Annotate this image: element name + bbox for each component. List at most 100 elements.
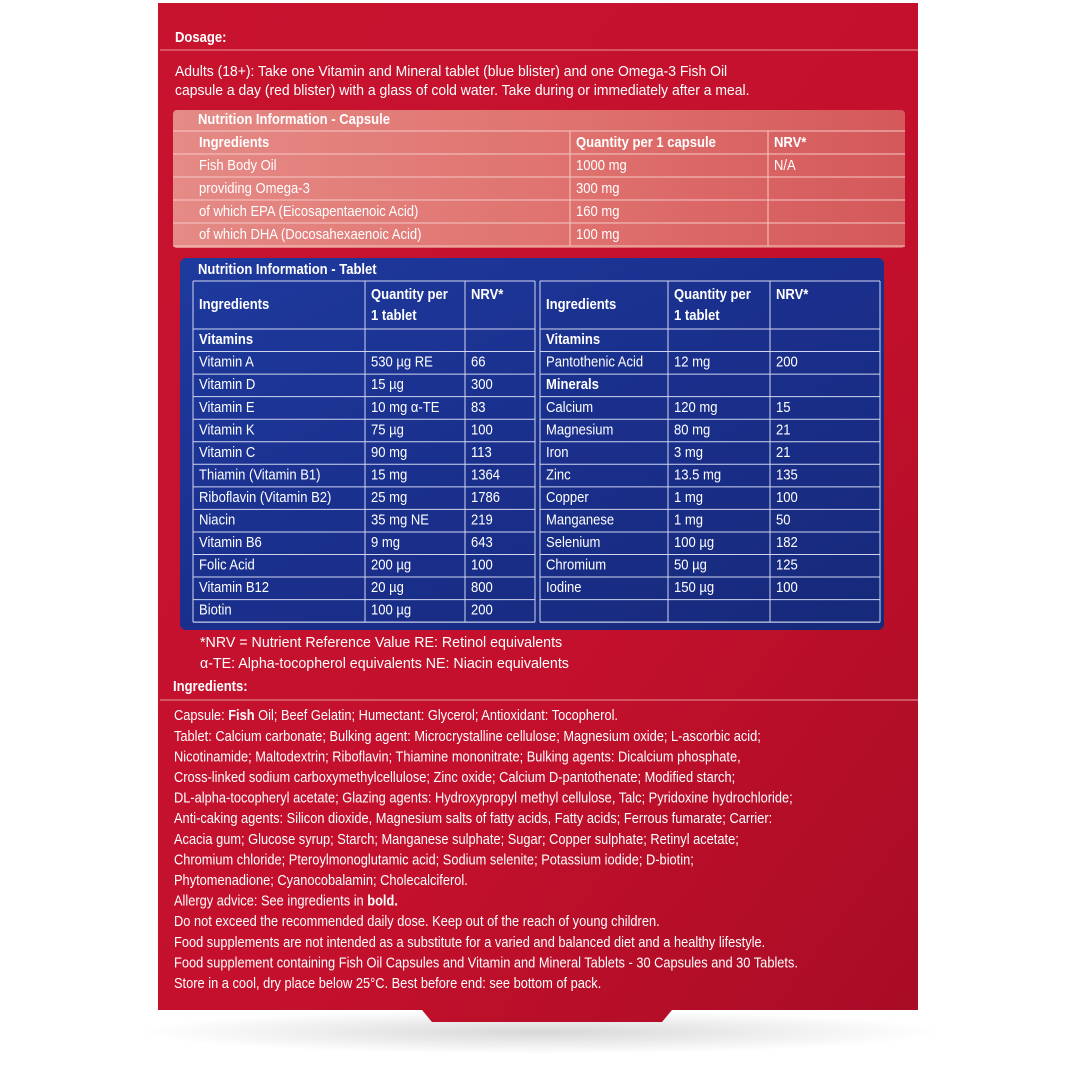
footnote: *NRV = Nutrient Reference Value RE: Reti… (200, 635, 562, 651)
dosage-text: Adults (18+): Take one Vitamin and Miner… (175, 64, 727, 81)
ingredients-text: Cross-linked sodium carboxymethylcellulo… (174, 769, 735, 785)
table-cell: 200 (776, 354, 798, 370)
column-header: 1 tablet (371, 307, 417, 323)
ingredients-text: Nicotinamide; Maltodextrin; Riboflavin; … (174, 748, 741, 764)
table-cell: Niacin (199, 512, 235, 528)
table-cell: 200 µg (371, 557, 411, 573)
column-header: Quantity per 1 capsule (576, 134, 716, 150)
table-cell: Vitamin C (199, 444, 255, 460)
table-cell: Manganese (546, 512, 614, 528)
ingredients-text: DL-alpha-tocopheryl acetate; Glazing age… (174, 790, 793, 806)
table-cell: 50 µg (674, 557, 707, 573)
table-cell: 100 µg (371, 602, 411, 618)
ingredients-text: Phytomenadione; Cyanocobalamin; Cholecal… (174, 872, 468, 888)
table-cell: 150 µg (674, 580, 714, 596)
column-header: 1 tablet (674, 307, 720, 323)
ingredients-line: Chromium chloride; Pteroylmonoglutamic a… (174, 851, 694, 867)
ingredients-line: Nicotinamide; Maltodextrin; Riboflavin; … (174, 748, 741, 764)
table-cell: Folic Acid (199, 557, 255, 573)
table-cell: 3 mg (674, 444, 703, 460)
ingredients-text: Capsule: (174, 707, 228, 723)
ingredients-text: Store in a cool, dry place below 25°C. B… (174, 975, 601, 991)
shadow (140, 1010, 940, 1054)
ingredients-text: Food supplement containing Fish Oil Caps… (174, 954, 798, 970)
column-header: Ingredients (199, 296, 270, 312)
capsule-table-bg (173, 110, 905, 248)
table-cell: 83 (471, 399, 486, 415)
ingredients-line: Do not exceed the recommended daily dose… (174, 913, 660, 929)
table-title: Nutrition Information - Tablet (198, 261, 377, 277)
dosage-text: capsule a day (red blister) with a glass… (175, 83, 749, 100)
table-cell: Biotin (199, 602, 232, 618)
table-cell: 530 µg RE (371, 354, 433, 370)
table-cell: Iron (546, 444, 568, 460)
column-header: NRV* (774, 134, 807, 150)
table-cell: 35 mg NE (371, 512, 429, 528)
table-cell: 100 (776, 580, 798, 596)
table-cell: Pantothenic Acid (546, 354, 643, 370)
table-cell: 1 mg (674, 512, 703, 528)
ingredients-line: DL-alpha-tocopheryl acetate; Glazing age… (174, 790, 793, 806)
table-cell: 200 (471, 602, 493, 618)
ingredients-line: Allergy advice: See ingredients in bold. (174, 893, 398, 909)
table-cell: 1000 mg (576, 157, 627, 173)
table-cell: Thiamin (Vitamin B1) (199, 467, 320, 483)
table-cell: Calcium (546, 399, 593, 415)
ingredients-text: Tablet: Calcium carbonate; Bulking agent… (174, 728, 761, 744)
table-cell: 9 mg (371, 534, 400, 550)
ingredients-text: bold. (367, 893, 398, 909)
table-cell: 100 µg (674, 534, 714, 550)
ingredients-text: Oil; Beef Gelatin; Humectant: Glycerol; … (255, 707, 618, 723)
table-cell: Fish Body Oil (199, 157, 277, 173)
table-cell: 300 (471, 377, 493, 393)
column-header: Quantity per (371, 286, 448, 302)
table-cell: Copper (546, 489, 589, 505)
ingredients-line: Store in a cool, dry place below 25°C. B… (174, 975, 601, 991)
table-cell: 135 (776, 467, 798, 483)
table-cell: Vitamin K (199, 422, 255, 438)
table-cell: N/A (774, 157, 796, 173)
section-row: Minerals (546, 377, 599, 393)
table-cell: Zinc (546, 467, 571, 483)
table-cell: Vitamin D (199, 377, 255, 393)
tablet-table-bg (180, 258, 884, 630)
table-cell: Vitamin B12 (199, 580, 269, 596)
ingredients-line: Acacia gum; Glucose syrup; Starch; Manga… (174, 831, 739, 847)
table-cell: 15 (776, 399, 791, 415)
ingredients-text: Food supplements are not intended as a s… (174, 934, 765, 950)
table-cell: Iodine (546, 580, 582, 596)
table-cell: 182 (776, 534, 798, 550)
section-title: Ingredients: (173, 678, 248, 694)
section-row: Vitamins (199, 331, 253, 347)
table-cell: 100 mg (576, 226, 619, 242)
column-header: Quantity per (674, 286, 751, 302)
table-cell: 643 (471, 534, 493, 550)
table-cell: 15 mg (371, 467, 407, 483)
table-cell: 15 µg (371, 377, 404, 393)
table-cell: 21 (776, 422, 791, 438)
column-header: NRV* (776, 286, 809, 302)
table-cell: Magnesium (546, 422, 613, 438)
table-title: Nutrition Information - Capsule (198, 111, 390, 127)
ingredients-line: Capsule: Fish Oil; Beef Gelatin; Humecta… (174, 707, 618, 723)
table-cell: 800 (471, 580, 493, 596)
table-cell: Chromium (546, 557, 606, 573)
table-cell: of which DHA (Docosahexaenoic Acid) (199, 226, 421, 242)
table-cell: 113 (471, 444, 492, 460)
ingredients-line: Cross-linked sodium carboxymethylcellulo… (174, 769, 735, 785)
ingredients-line: Food supplements are not intended as a s… (174, 934, 765, 950)
column-header: Ingredients (546, 296, 617, 312)
footnote: α-TE: Alpha-tocopherol equivalents NE: N… (200, 656, 569, 672)
table-cell: 219 (471, 512, 493, 528)
ingredients-text: Chromium chloride; Pteroylmonoglutamic a… (174, 851, 694, 867)
table-cell: 1364 (471, 467, 500, 483)
table-cell: 21 (776, 444, 791, 460)
table-cell: 100 (471, 557, 493, 573)
table-cell: 80 mg (674, 422, 710, 438)
ingredients-line: Phytomenadione; Cyanocobalamin; Cholecal… (174, 872, 468, 888)
column-header: Ingredients (199, 134, 270, 150)
ingredients-line: Tablet: Calcium carbonate; Bulking agent… (174, 728, 761, 744)
table-cell: 20 µg (371, 580, 404, 596)
table-cell: 125 (776, 557, 798, 573)
